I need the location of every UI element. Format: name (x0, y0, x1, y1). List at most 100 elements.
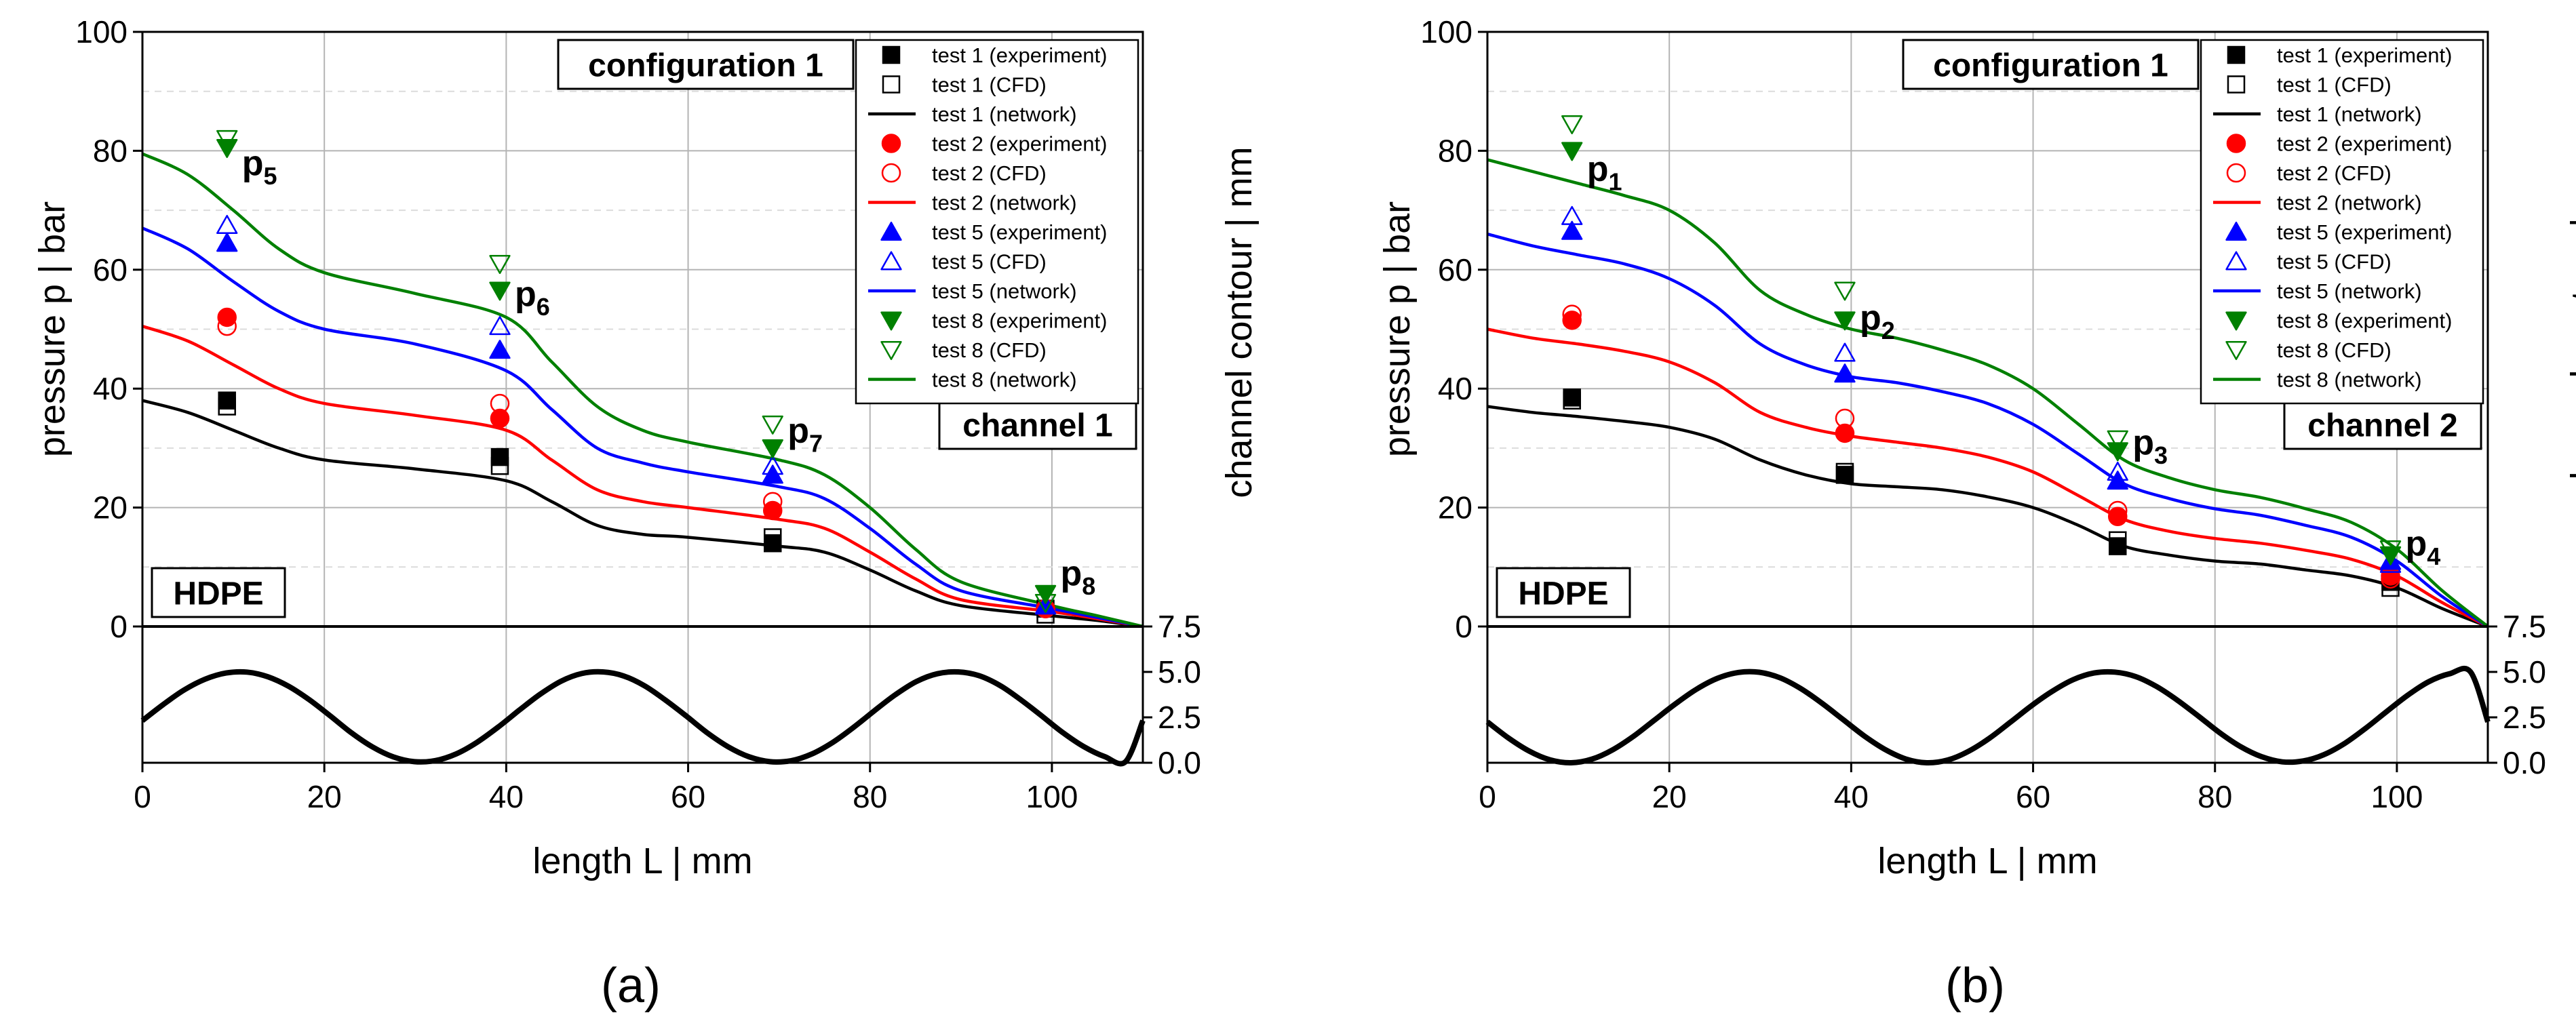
data-point (1835, 408, 1855, 429)
legend-entry-label: test 1 (experiment) (932, 43, 1107, 67)
contour-tick-label: 5.0 (1158, 654, 1201, 690)
annotation-subscript: 6 (536, 293, 550, 321)
legend-entry-label: test 2 (network) (932, 191, 1077, 215)
y-axis-label: pressure p | bar (32, 201, 73, 457)
data-point (1561, 205, 1583, 225)
x-tick-label: 20 (307, 779, 342, 814)
legend-entry-label: test 2 (experiment) (2277, 132, 2452, 156)
annotation-subscript: 3 (2154, 441, 2168, 469)
data-point (2108, 500, 2128, 521)
y-axis-right-label: channel contour | mm (2564, 146, 2576, 498)
legend-entry-label: test 5 (network) (932, 279, 1077, 303)
contour-tick-label: 0.0 (2503, 745, 2546, 780)
channel-contour-line (1485, 666, 2491, 766)
legend-box (2200, 39, 2484, 405)
data-point (1562, 304, 1582, 324)
pressure-point-annotation: p2 (1860, 298, 1895, 344)
data-point (762, 456, 783, 475)
data-point (1561, 142, 1583, 161)
channel-label: channel 1 (962, 407, 1112, 443)
data-point (217, 316, 237, 336)
y-axis-label: pressure p | bar (1377, 201, 1418, 457)
y-tick-label: 20 (1438, 490, 1472, 525)
data-point (490, 393, 510, 414)
legend-marker-swatch (882, 75, 901, 94)
annotation-subscript: 4 (2427, 542, 2440, 570)
legend-entry-label: test 2 (CFD) (932, 161, 1047, 185)
pressure-point-annotation: p1 (1587, 150, 1622, 196)
legend-entry-label: test 8 (experiment) (2277, 309, 2452, 333)
data-point (2109, 531, 2127, 550)
y-tick-label: 100 (75, 14, 128, 49)
data-point (2107, 461, 2128, 481)
data-point (2107, 430, 2128, 450)
legend-entry-label: test 8 (network) (2277, 368, 2422, 392)
data-point (1562, 311, 1582, 330)
annotation-subscript: 8 (1082, 572, 1095, 600)
data-point (1561, 115, 1583, 134)
data-point (216, 130, 238, 149)
configuration-label: configuration 1 (588, 47, 823, 83)
legend-entry-label: test 2 (network) (2277, 191, 2422, 215)
panel-caption: (a) (601, 959, 661, 1013)
data-point (1034, 593, 1057, 613)
y-tick-label: 0 (1455, 609, 1472, 644)
legend: test 1 (experiment) test 1 (CFD) test 1 (n… (855, 39, 1139, 405)
data-point (489, 316, 511, 336)
series-line (142, 152, 1144, 629)
data-point (764, 534, 782, 553)
y-tick-label: 40 (1438, 371, 1472, 406)
series-line (142, 324, 1144, 629)
y-tick-label: 80 (1438, 133, 1472, 168)
annotation-subscript: 2 (1881, 317, 1895, 344)
pressure-point-annotation: p3 (2132, 423, 2168, 469)
legend-entry-label: test 2 (experiment) (932, 132, 1107, 156)
x-tick-label: 80 (2198, 779, 2232, 814)
annotation-p: p (1061, 554, 1082, 593)
series-line (1487, 327, 2489, 628)
legend: test 1 (experiment) test 1 (CFD) test 1 (n… (2200, 39, 2484, 405)
x-tick-label: 0 (1479, 779, 1496, 814)
x-tick-label: 40 (1834, 779, 1869, 814)
x-axis-label: length L | mm (532, 841, 752, 881)
annotation-p: p (1860, 298, 1881, 338)
x-tick-label: 60 (671, 779, 705, 814)
data-point (489, 255, 511, 275)
data-point (1834, 311, 1856, 331)
y-tick-label: 60 (1438, 252, 1472, 287)
data-point (764, 528, 782, 546)
channel-label-box (938, 399, 1137, 450)
annotation-p: p (2406, 524, 2427, 563)
pressure-point-annotation: p5 (242, 144, 277, 190)
channel-contour-line (140, 669, 1146, 767)
x-tick-label: 40 (489, 779, 524, 814)
y-tick-label: 80 (93, 133, 128, 168)
legend-entry-label: test 1 (network) (2277, 102, 2422, 126)
data-point (218, 397, 236, 416)
legend-marker-swatch (2225, 251, 2247, 271)
data-point (1563, 391, 1581, 410)
legend-entry-label: test 1 (experiment) (2277, 43, 2452, 67)
annotation-p: p (515, 275, 536, 314)
legend-marker-swatch (880, 221, 902, 241)
x-tick-label: 60 (2016, 779, 2050, 814)
annotation-subscript: 7 (809, 430, 823, 458)
annotation-p: p (787, 412, 809, 451)
y-tick-label: 40 (93, 371, 128, 406)
chart-panel: 0 20 40 60 80 100 0 20 40 60 80 100 7.5 5.0 2.5 0.0 leng… (1377, 14, 2576, 1013)
legend-marker-swatch (882, 45, 901, 64)
contour-tick-label: 7.5 (2503, 609, 2546, 644)
data-point (216, 214, 238, 235)
legend-marker-swatch (2225, 221, 2247, 241)
contour-tick-label: 5.0 (2503, 654, 2546, 690)
legend-entry-label: test 5 (experiment) (932, 220, 1107, 244)
legend-marker-swatch (2226, 134, 2246, 153)
series-line (1487, 233, 2489, 628)
data-point (490, 408, 510, 429)
data-point (2109, 537, 2127, 555)
y-axis-right-label: channel contour | mm (1219, 146, 1260, 498)
series-line (142, 399, 1144, 629)
pressure-point-annotation: p4 (2406, 524, 2441, 570)
y-tick-label: 20 (93, 490, 128, 525)
data-point (489, 340, 511, 359)
